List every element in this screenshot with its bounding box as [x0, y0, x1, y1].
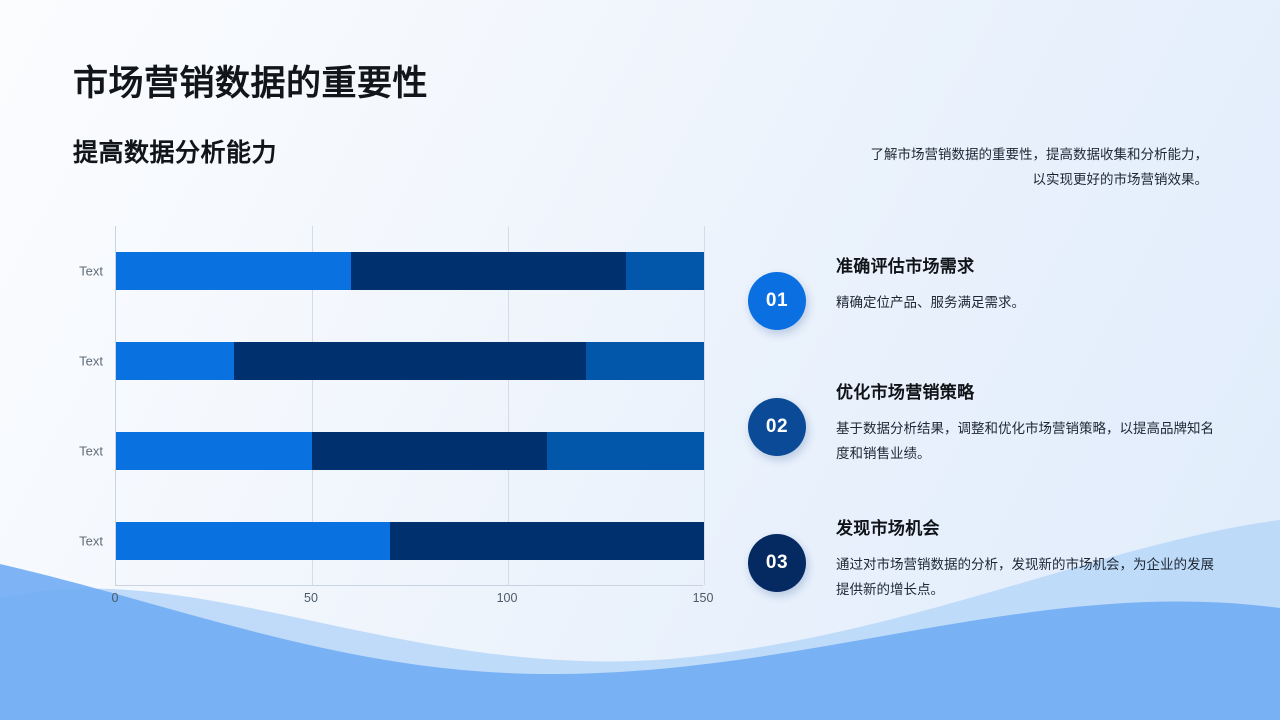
chart-y-axis-label: Text: [79, 443, 103, 459]
chart-gridline: [508, 226, 509, 585]
page-title: 市场营销数据的重要性: [73, 64, 429, 103]
intro-paragraph: 了解市场营销数据的重要性，提高数据收集和分析能力， 以实现更好的市场营销效果。: [778, 142, 1209, 192]
chart-bar-row: Text: [79, 252, 704, 290]
chart-y-axis-label: Text: [79, 533, 103, 549]
item-number-badge: 03: [748, 534, 806, 592]
intro-line-1: 了解市场营销数据的重要性，提高数据收集和分析能力，: [870, 147, 1209, 162]
chart-stacked-bar[interactable]: [116, 432, 704, 470]
item-body: 优化市场营销策略基于数据分析结果，调整和优化市场营销策略，以提高品牌知名度和销售…: [836, 374, 1218, 466]
chart-stacked-bar[interactable]: [116, 522, 704, 560]
chart-bar-row: Text: [79, 522, 704, 560]
key-points-list: 01 准确评估市场需求精确定位产品、服务满足需求。 02 优化市场营销策略基于数据分析…: [748, 248, 1218, 646]
chart-bar-row: Text: [79, 432, 704, 470]
chart-bar-segment[interactable]: [547, 432, 704, 470]
item-number-badge: 02: [748, 398, 806, 456]
chart-gridline: [312, 226, 313, 585]
chart-y-axis-label: Text: [79, 353, 103, 369]
chart-bar-segment[interactable]: [116, 522, 391, 560]
item-number-badge: 01: [748, 272, 806, 330]
item-body: 发现市场机会通过对市场营销数据的分析，发现新的市场机会，为企业的发展提供新的增长…: [836, 510, 1218, 602]
chart-bar-segment[interactable]: [625, 252, 704, 290]
chart-bar-segment[interactable]: [351, 252, 626, 290]
item-description: 通过对市场营销数据的分析，发现新的市场机会，为企业的发展提供新的增长点。: [836, 557, 1214, 597]
chart-bar-row: Text: [79, 342, 704, 380]
chart-x-tick-label: 150: [692, 591, 714, 605]
chart-x-tick-label: 0: [111, 591, 119, 605]
chart-plot-area: Text Text Text Text: [79, 226, 705, 586]
chart-bar-segment[interactable]: [390, 522, 704, 560]
chart-bar-segment[interactable]: [312, 432, 548, 470]
chart-bar-segment[interactable]: [116, 342, 234, 380]
key-point-item[interactable]: 01 准确评估市场需求精确定位产品、服务满足需求。: [748, 248, 1218, 330]
stacked-bar-chart: Text Text Text Text 0 50 100 150: [73, 220, 713, 615]
chart-bar-segment[interactable]: [233, 342, 587, 380]
chart-bar-segment[interactable]: [116, 432, 312, 470]
chart-bar-segment[interactable]: [586, 342, 704, 380]
item-description: 精确定位产品、服务满足需求。: [836, 295, 1025, 310]
chart-x-tick-label: 100: [496, 591, 518, 605]
page-subtitle: 提高数据分析能力: [73, 139, 278, 167]
item-title: 发现市场机会: [836, 519, 940, 538]
item-body: 准确评估市场需求精确定位产品、服务满足需求。: [836, 248, 1025, 315]
chart-stacked-bar[interactable]: [116, 252, 704, 290]
key-point-item[interactable]: 02 优化市场营销策略基于数据分析结果，调整和优化市场营销策略，以提高品牌知名度和…: [748, 374, 1218, 466]
intro-line-2: 以实现更好的市场营销效果。: [1032, 172, 1209, 187]
item-description: 基于数据分析结果，调整和优化市场营销策略，以提高品牌知名度和销售业绩。: [836, 421, 1214, 461]
key-point-item[interactable]: 03 发现市场机会通过对市场营销数据的分析，发现新的市场机会，为企业的发展提供新的…: [748, 510, 1218, 602]
chart-y-axis-label: Text: [79, 263, 103, 279]
chart-stacked-bar[interactable]: [116, 342, 704, 380]
chart-gridline: [704, 226, 705, 585]
item-title: 优化市场营销策略: [836, 383, 975, 402]
item-title: 准确评估市场需求: [836, 257, 975, 276]
chart-x-tick-label: 50: [304, 591, 318, 605]
chart-bar-segment[interactable]: [116, 252, 352, 290]
